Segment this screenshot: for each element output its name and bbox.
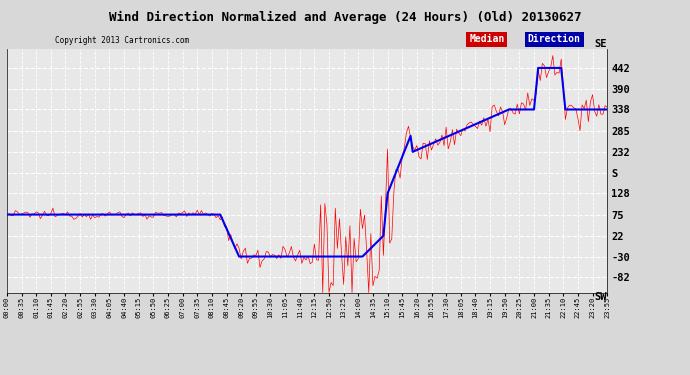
Text: Wind Direction Normalized and Average (24 Hours) (Old) 20130627: Wind Direction Normalized and Average (2… — [109, 11, 581, 24]
Text: SW: SW — [595, 292, 607, 303]
Text: Copyright 2013 Cartronics.com: Copyright 2013 Cartronics.com — [55, 36, 189, 45]
Text: Direction: Direction — [528, 34, 581, 44]
Text: SE: SE — [595, 39, 607, 49]
Text: Median: Median — [469, 34, 504, 44]
